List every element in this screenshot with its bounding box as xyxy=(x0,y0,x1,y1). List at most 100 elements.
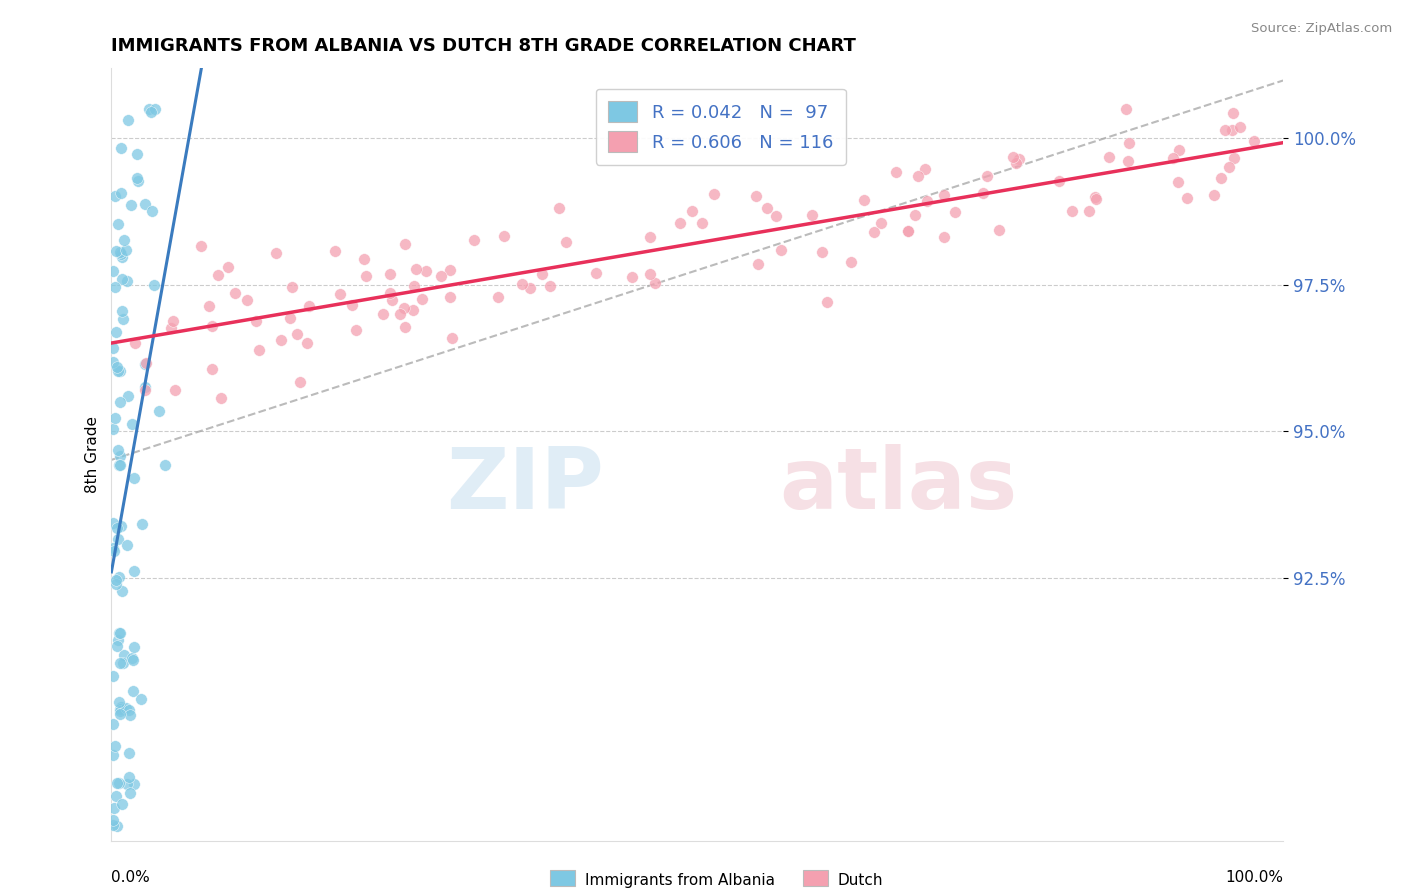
Point xyxy=(770,243,793,257)
Point xyxy=(105,639,128,653)
Point xyxy=(127,174,149,188)
Point xyxy=(117,273,139,287)
Point xyxy=(1098,150,1121,164)
Point xyxy=(104,739,127,753)
Point xyxy=(105,577,128,591)
Point xyxy=(105,776,128,790)
Point xyxy=(138,102,160,116)
Point xyxy=(153,458,176,472)
Point xyxy=(107,443,129,458)
Point xyxy=(354,269,377,284)
Point xyxy=(531,268,554,282)
Point xyxy=(1167,144,1189,158)
Point xyxy=(1001,150,1024,164)
Point xyxy=(108,704,131,718)
Point xyxy=(644,276,666,290)
Text: 100.0%: 100.0% xyxy=(1225,870,1284,885)
Point xyxy=(945,205,967,219)
Point xyxy=(101,747,124,762)
Point xyxy=(682,204,704,219)
Point xyxy=(108,458,131,473)
Point xyxy=(122,640,145,654)
Point xyxy=(103,717,125,731)
Point xyxy=(121,684,143,698)
Point xyxy=(122,471,145,485)
Point xyxy=(142,277,165,292)
Point xyxy=(415,264,437,278)
Point xyxy=(108,695,131,709)
Point xyxy=(620,269,643,284)
Point xyxy=(972,186,994,200)
Point xyxy=(110,395,132,409)
Point xyxy=(492,228,515,243)
Point xyxy=(1218,160,1240,174)
Point xyxy=(111,584,134,599)
Point xyxy=(340,298,363,312)
Point xyxy=(1116,154,1139,169)
Point xyxy=(101,355,124,369)
Text: IMMIGRANTS FROM ALBANIA VS DUTCH 8TH GRADE CORRELATION CHART: IMMIGRANTS FROM ALBANIA VS DUTCH 8TH GRA… xyxy=(111,37,856,55)
Point xyxy=(114,700,136,714)
Point xyxy=(1060,204,1083,219)
Point xyxy=(1161,151,1184,165)
Point xyxy=(297,336,319,351)
Point xyxy=(405,262,427,277)
Point xyxy=(897,224,920,238)
Point xyxy=(118,770,141,784)
Point xyxy=(160,321,183,335)
Point xyxy=(118,703,141,717)
Text: Source: ZipAtlas.com: Source: ZipAtlas.com xyxy=(1251,22,1392,36)
Point xyxy=(510,277,533,291)
Point xyxy=(1078,204,1101,219)
Point xyxy=(394,236,416,251)
Point xyxy=(439,290,461,304)
Point xyxy=(108,570,131,584)
Point xyxy=(107,364,129,378)
Point xyxy=(1175,191,1198,205)
Point xyxy=(884,165,907,179)
Point xyxy=(1167,175,1189,189)
Point xyxy=(988,223,1011,237)
Point xyxy=(1243,134,1265,148)
Point xyxy=(585,266,607,280)
Point xyxy=(402,279,425,293)
Point xyxy=(190,238,212,252)
Point xyxy=(328,287,350,301)
Point xyxy=(519,281,541,295)
Text: ZIP: ZIP xyxy=(446,444,603,527)
Point xyxy=(104,189,127,203)
Point xyxy=(287,327,309,342)
Point xyxy=(280,280,302,294)
Text: Dutch: Dutch xyxy=(838,873,883,888)
Point xyxy=(245,314,267,328)
Point xyxy=(1118,136,1140,150)
Point xyxy=(124,777,146,791)
Point xyxy=(441,331,464,345)
Point xyxy=(380,267,402,281)
Point xyxy=(288,375,311,389)
Point xyxy=(1047,173,1070,187)
Point xyxy=(162,314,184,328)
Point xyxy=(555,235,578,249)
Point xyxy=(115,777,138,791)
Point xyxy=(747,257,769,271)
Point xyxy=(209,391,232,405)
Point xyxy=(118,746,141,760)
Point xyxy=(110,141,132,155)
Point xyxy=(915,194,938,208)
Point xyxy=(115,538,138,552)
Point xyxy=(103,818,125,832)
Point xyxy=(135,356,157,370)
Point xyxy=(547,201,569,215)
Point xyxy=(486,290,509,304)
Point xyxy=(110,449,132,463)
Point xyxy=(765,209,787,223)
Point xyxy=(371,306,394,320)
Point xyxy=(101,422,124,436)
Point xyxy=(904,208,927,222)
Point xyxy=(198,299,221,313)
Point xyxy=(108,364,131,378)
Point xyxy=(148,404,170,418)
Point xyxy=(392,301,415,315)
Point xyxy=(111,797,134,812)
